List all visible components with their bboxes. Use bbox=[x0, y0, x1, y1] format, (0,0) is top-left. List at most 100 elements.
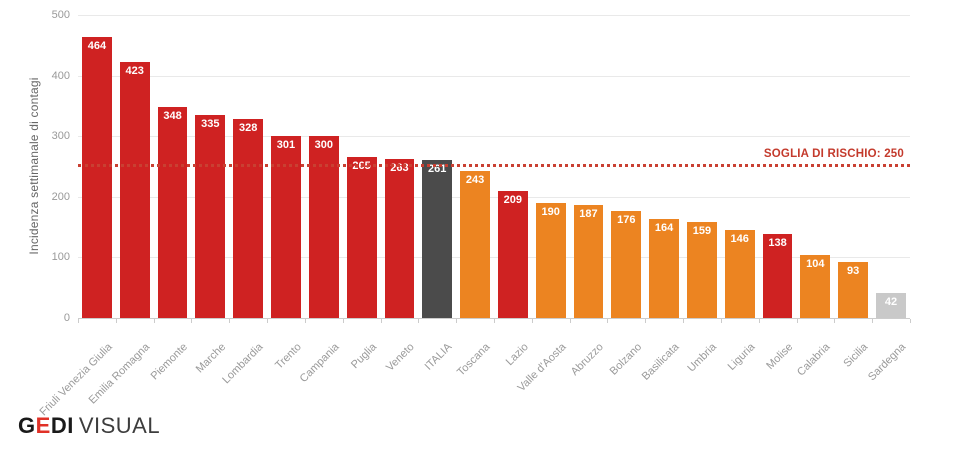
bar-slot-campania: 300 Campania bbox=[297, 15, 343, 385]
threshold-label: SOGLIA DI RISCHIO: 250 bbox=[763, 147, 904, 160]
x-tick-mark bbox=[229, 319, 231, 323]
bar-slot-liguria: 146 Liguria bbox=[721, 15, 759, 373]
bar-italia: 261 bbox=[422, 159, 453, 318]
x-axis-label: Marche bbox=[193, 341, 228, 376]
bar-value-label: 138 bbox=[768, 237, 787, 250]
bar-slot-abruzzo: 187 Abruzzo bbox=[569, 15, 608, 378]
bar-friuli-venezia-giulia: 464 bbox=[82, 36, 112, 318]
bar-value-label: 300 bbox=[314, 139, 333, 152]
y-tick-label-500: 500 bbox=[51, 9, 70, 21]
x-axis-label: Bolzano bbox=[607, 341, 644, 378]
gridline-500 bbox=[78, 15, 910, 16]
bar-value-label: 464 bbox=[87, 39, 107, 52]
bar-calabria: 104 bbox=[800, 254, 831, 318]
bar-slot-veneto: 263 Veneto bbox=[381, 15, 419, 374]
logo-letter-g: G bbox=[18, 413, 36, 438]
bar-molise: 138 bbox=[762, 234, 793, 318]
x-axis-label: Molise bbox=[764, 341, 796, 372]
bar-value-label: 159 bbox=[692, 224, 712, 237]
x-axis-line bbox=[78, 318, 910, 319]
bar-liguria: 146 bbox=[724, 229, 755, 318]
bar-value-label: 164 bbox=[654, 221, 674, 234]
y-tick-label-300: 300 bbox=[51, 130, 70, 143]
bar-slots: 464 Friuli Venezia Giulia 423 Emilia Romagn… bbox=[37, 15, 910, 418]
x-tick-mark bbox=[720, 319, 722, 323]
x-axis-label: Basilicata bbox=[639, 341, 682, 383]
bar-slot-trento: 301 Trento bbox=[267, 15, 305, 372]
logo-letter-e: E bbox=[35, 413, 51, 438]
bar-slot-piemonte: 348 Piemonte bbox=[149, 15, 192, 382]
bar-slot-valle-d-aosta: 190 Valle d'Aosta bbox=[515, 15, 570, 394]
bar-chart: Incidenza settimanale di contagi 464 Friu… bbox=[27, 9, 911, 418]
x-tick-mark bbox=[191, 319, 193, 323]
bar-lazio: 209 bbox=[497, 191, 528, 318]
bar-value-label: 328 bbox=[238, 122, 258, 135]
x-tick-mark bbox=[607, 319, 609, 323]
bar-value-label: 187 bbox=[579, 207, 598, 220]
x-axis-label: Veneto bbox=[384, 341, 417, 374]
gridline-400 bbox=[78, 75, 910, 77]
bar-value-label: 335 bbox=[201, 118, 220, 130]
x-tick-mark bbox=[834, 319, 836, 323]
x-tick-mark bbox=[531, 319, 533, 323]
y-tick-label-0: 0 bbox=[63, 312, 70, 324]
bar-slot-lazio: 209 Lazio bbox=[494, 15, 532, 368]
bar-slot-emilia-romagna: 423 Emilia Romagna bbox=[87, 15, 154, 407]
x-tick-mark bbox=[758, 319, 760, 323]
x-axis-label: Trento bbox=[272, 341, 304, 372]
bar-slot-marche: 335 Marche bbox=[191, 15, 229, 375]
x-tick-mark bbox=[494, 319, 495, 323]
x-tick-mark bbox=[380, 319, 382, 323]
bar-slot-toscana: 243 Toscana bbox=[455, 15, 494, 378]
bar-value-label: 93 bbox=[847, 264, 860, 277]
bar-slot-molise: 138 Molise bbox=[759, 15, 797, 372]
bar-slot-calabria: 104 Calabria bbox=[795, 15, 834, 378]
x-axis-label: Campania bbox=[297, 341, 342, 385]
x-tick-mark bbox=[267, 319, 269, 323]
x-tick-mark bbox=[418, 319, 420, 323]
x-axis-label: Toscana bbox=[455, 341, 493, 379]
x-tick-mark bbox=[683, 319, 685, 323]
y-tick-label-200: 200 bbox=[51, 190, 70, 203]
bar-value-label: 209 bbox=[503, 194, 523, 207]
bar-slot-lombardia: 328 Lombardia bbox=[220, 15, 267, 386]
bar-marche: 335 bbox=[195, 115, 226, 318]
x-axis-label: Abruzzo bbox=[568, 341, 606, 379]
logo-letters-di: DI bbox=[50, 413, 74, 438]
x-tick-mark bbox=[78, 319, 79, 323]
bar-value-label: 42 bbox=[884, 295, 898, 308]
bar-value-label: 243 bbox=[465, 173, 485, 186]
x-axis-label: ITALIA bbox=[423, 341, 455, 373]
x-tick-mark bbox=[456, 319, 458, 323]
gridline-200 bbox=[78, 196, 910, 198]
x-axis-label: Umbria bbox=[685, 341, 720, 375]
bar-slot-italia: 261 ITALIA bbox=[418, 15, 456, 373]
bar-value-label: 301 bbox=[276, 138, 296, 151]
x-tick-mark bbox=[115, 319, 117, 323]
x-axis-label: Sardegna bbox=[866, 341, 909, 384]
bar-puglia: 265 bbox=[346, 157, 377, 318]
bar-valle-d-aosta: 190 bbox=[535, 202, 566, 318]
plot-area: 464 Friuli Venezia Giulia 423 Emilia Romagn… bbox=[37, 15, 910, 418]
bar-value-label: 348 bbox=[163, 110, 182, 123]
y-tick-label-400: 400 bbox=[51, 69, 70, 82]
bar-abruzzo: 187 bbox=[573, 204, 604, 318]
x-tick-mark bbox=[342, 319, 344, 323]
x-axis-label: Friuli Venezia Giulia bbox=[37, 341, 115, 419]
x-tick-mark bbox=[796, 319, 798, 323]
bar-bolzano: 176 bbox=[611, 211, 642, 318]
y-axis-title: Incidenza settimanale di contagi bbox=[27, 77, 41, 255]
bar-slot-umbria: 159 Umbria bbox=[683, 15, 721, 375]
bar-slot-sardegna: 42 Sardegna bbox=[866, 15, 910, 383]
bar-slot-bolzano: 176 Bolzano bbox=[607, 15, 645, 378]
x-axis-label: Puglia bbox=[348, 341, 380, 372]
bar-sicilia: 93 bbox=[838, 261, 869, 318]
x-tick-mark bbox=[910, 319, 911, 323]
x-tick-mark bbox=[645, 319, 647, 323]
bar-value-label: 423 bbox=[125, 64, 144, 77]
bar-piemonte: 348 bbox=[157, 107, 188, 318]
y-tick-label-100: 100 bbox=[51, 251, 70, 264]
bar-emilia-romagna: 423 bbox=[119, 61, 150, 318]
logo-word-visual: VISUAL bbox=[78, 413, 161, 438]
x-tick-mark bbox=[153, 319, 155, 323]
